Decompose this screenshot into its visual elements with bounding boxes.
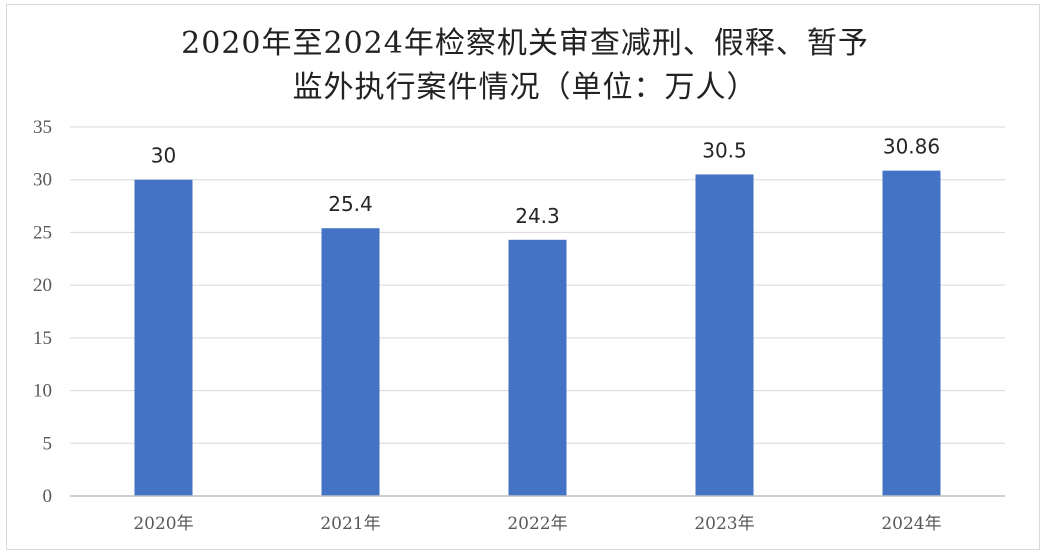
bar: [321, 228, 380, 496]
x-category-label: 2024年: [881, 514, 941, 534]
y-tick-label: 15: [33, 328, 52, 349]
y-tick-label: 0: [43, 486, 53, 507]
x-category-label: 2021年: [320, 514, 380, 534]
data-label: 30: [151, 144, 176, 168]
y-tick-label: 25: [33, 222, 52, 243]
data-labels: 30 25.4 24.3 30.5 30.86: [151, 135, 940, 228]
y-tick-label: 20: [33, 275, 52, 296]
x-axis-category-labels: 2020年 2021年 2022年 2023年 2024年: [133, 514, 941, 534]
bar: [134, 179, 193, 496]
data-label: 30.86: [883, 135, 940, 159]
y-axis-tick-labels: 0 5 10 15 20 25 30 35: [33, 117, 52, 507]
x-category-label: 2020年: [133, 514, 193, 534]
y-tick-label: 5: [43, 433, 53, 454]
chart-title: 2020年至2024年检察机关审查减刑、假释、暂予 监外执行案件情况（单位：万人…: [181, 26, 869, 105]
y-tick-label: 30: [33, 170, 52, 191]
x-category-label: 2023年: [694, 514, 754, 534]
bars: [134, 170, 941, 496]
data-label: 30.5: [702, 138, 747, 162]
data-label: 25.4: [328, 192, 373, 216]
bar: [695, 174, 754, 496]
bar: [508, 239, 567, 496]
x-category-label: 2022年: [507, 514, 567, 534]
data-label: 24.3: [515, 204, 560, 228]
bar: [882, 170, 941, 496]
y-tick-label: 10: [33, 381, 52, 402]
y-tick-label: 35: [33, 117, 52, 138]
